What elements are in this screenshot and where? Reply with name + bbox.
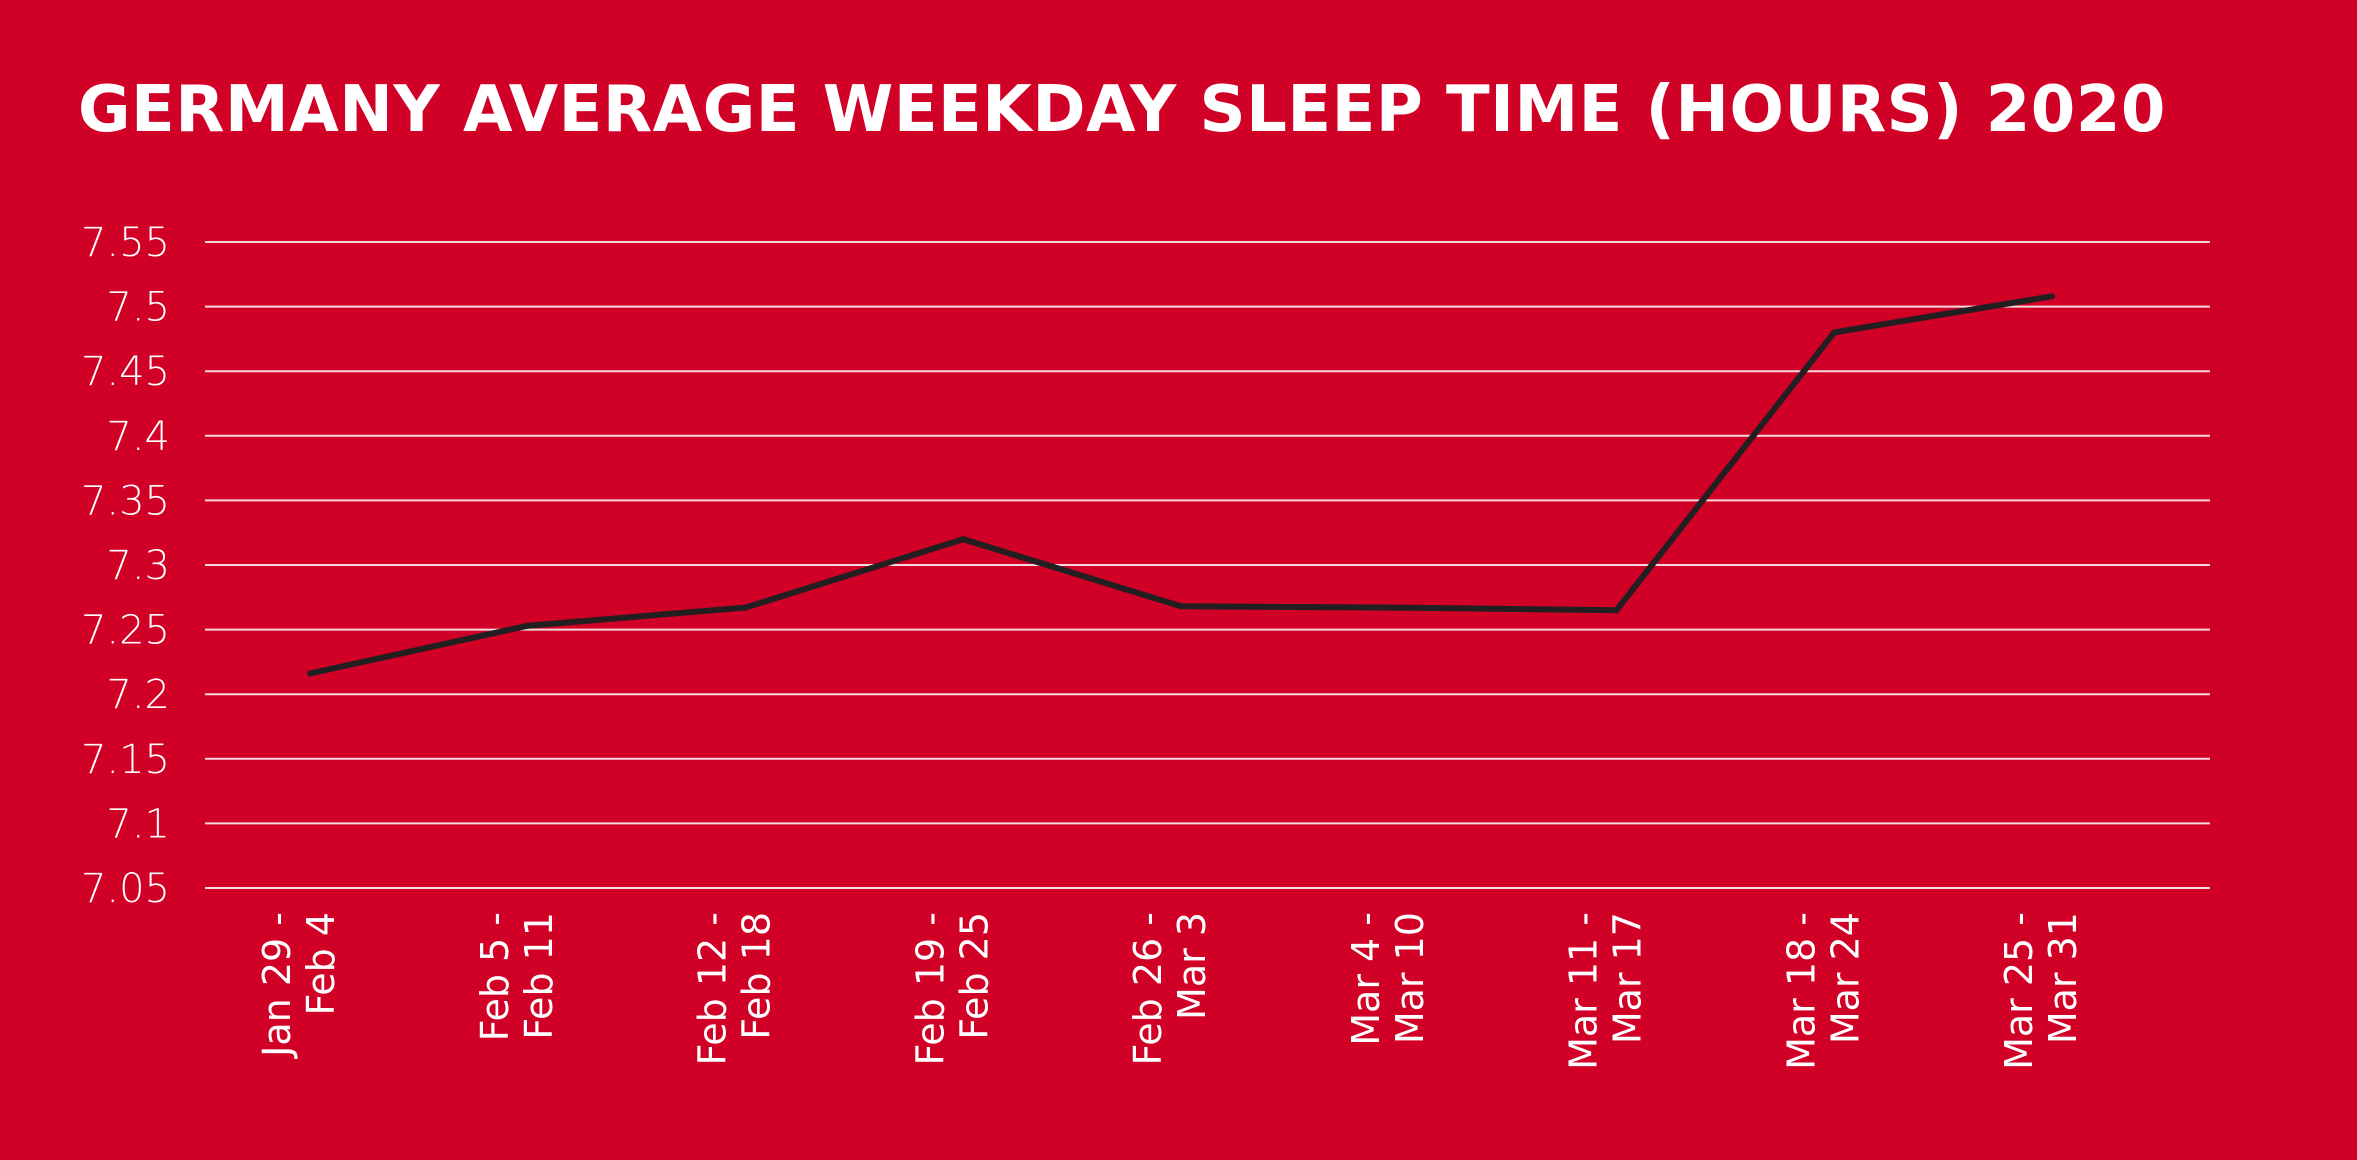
data-point bbox=[1613, 607, 1620, 614]
y-tick-label: 7.45 bbox=[81, 349, 170, 395]
y-tick-label: 7.2 bbox=[106, 672, 170, 718]
x-tick-label-line: Feb 26 - bbox=[1126, 912, 1170, 1066]
x-tick-label-line: Mar 11 - bbox=[1562, 912, 1606, 1070]
x-tick-label-line: Feb 5 - bbox=[473, 912, 517, 1041]
x-tick-label: Mar 18 - Mar 24 bbox=[1779, 912, 1867, 1070]
gridlines bbox=[205, 241, 2210, 889]
x-tick-label-line: Feb 11 bbox=[517, 912, 561, 1040]
x-tick-label: Mar 25 - Mar 31 bbox=[1997, 912, 2085, 1070]
x-tick-label-line: Mar 10 bbox=[1388, 912, 1432, 1044]
x-tick-label: Mar 11 - Mar 17 bbox=[1562, 912, 1650, 1070]
x-tick-label-line: Feb 18 bbox=[735, 912, 779, 1040]
data-point bbox=[1395, 604, 1402, 611]
y-axis-ticks: 7.55 7.5 7.45 7.4 7.35 7.3 7.25 7.2 7.15 7.1 7.05 bbox=[81, 220, 170, 912]
y-tick-label: 7.55 bbox=[81, 220, 170, 266]
x-tick-label-line: Feb 19 - bbox=[908, 912, 952, 1066]
x-tick-label-line: Mar 18 - bbox=[1779, 912, 1823, 1070]
x-tick-label-line: Mar 24 bbox=[1823, 912, 1867, 1044]
x-tick-label-line: Mar 31 bbox=[2041, 912, 2085, 1044]
y-tick-label: 7.4 bbox=[106, 414, 170, 460]
x-tick-label-line: Mar 3 bbox=[1170, 912, 1214, 1020]
y-tick-label: 7.15 bbox=[81, 737, 170, 783]
y-tick-label: 7.35 bbox=[81, 478, 170, 524]
y-tick-label: 7.3 bbox=[106, 543, 170, 589]
data-point bbox=[2049, 293, 2055, 300]
x-tick-label-line: Mar 17 bbox=[1606, 912, 1650, 1044]
y-tick-label: 7.5 bbox=[106, 285, 170, 331]
x-tick-label-line: Mar 25 - bbox=[1997, 912, 2041, 1070]
series-layer bbox=[307, 293, 2055, 677]
x-tick-label-line: Feb 25 bbox=[952, 912, 996, 1040]
y-tick-label: 7.25 bbox=[81, 608, 170, 654]
x-tick-label: Feb 19 - Feb 25 bbox=[908, 912, 996, 1066]
x-tick-label: Jan 29 - Feb 4 bbox=[255, 912, 343, 1059]
data-point bbox=[1831, 329, 1838, 336]
x-tick-label-line: Feb 4 bbox=[299, 912, 343, 1016]
x-tick-label: Mar 4 - Mar 10 bbox=[1344, 912, 1432, 1046]
y-tick-label: 7.1 bbox=[106, 801, 170, 847]
data-point bbox=[307, 670, 313, 677]
x-tick-label: Feb 26 - Mar 3 bbox=[1126, 912, 1214, 1066]
x-tick-label: Feb 5 - Feb 11 bbox=[473, 912, 561, 1041]
y-tick-label: 7.05 bbox=[81, 866, 170, 912]
data-point bbox=[742, 604, 749, 611]
x-tick-label-line: Jan 29 - bbox=[255, 912, 299, 1059]
x-axis-ticks: Jan 29 - Feb 4 Feb 5 - Feb 11 Feb 12 - Feb 18… bbox=[255, 912, 2085, 1070]
x-tick-label-line: Mar 4 - bbox=[1344, 912, 1388, 1046]
data-point bbox=[1178, 603, 1184, 610]
x-tick-label-line: Feb 12 - bbox=[691, 912, 735, 1066]
series-line bbox=[309, 293, 2053, 677]
data-point bbox=[960, 536, 967, 543]
x-tick-label: Feb 12 - Feb 18 bbox=[691, 912, 779, 1066]
data-point bbox=[524, 622, 531, 629]
chart-title: GERMANY AVERAGE WEEKDAY SLEEP TIME (HOUR… bbox=[78, 73, 2166, 147]
